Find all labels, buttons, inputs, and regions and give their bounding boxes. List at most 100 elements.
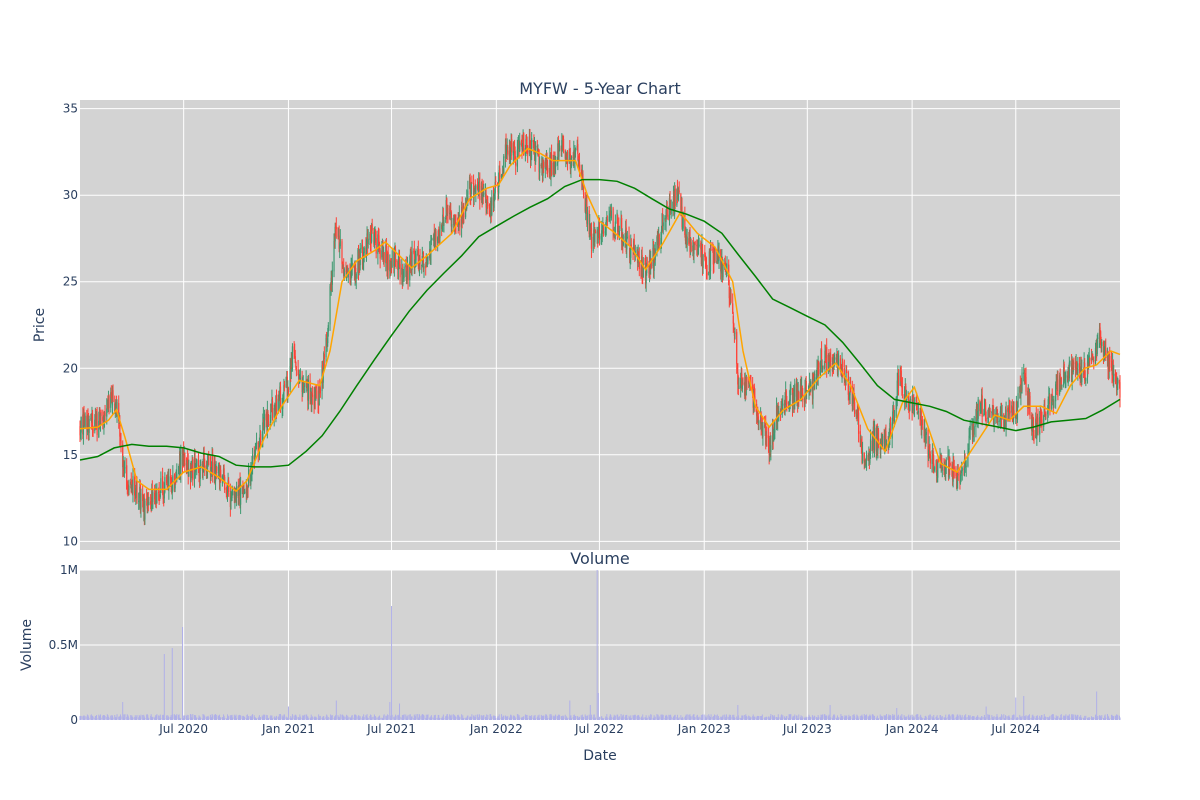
volume-bar [558, 715, 560, 720]
volume-bar [852, 718, 854, 720]
candle-body [446, 198, 448, 214]
candle-body [374, 230, 377, 237]
candle-body [1051, 394, 1053, 399]
volume-bar [961, 715, 963, 720]
candle-body [909, 400, 911, 411]
volume-bar [414, 717, 416, 720]
candle-body [709, 249, 712, 272]
volume-bar [796, 715, 798, 720]
volume-bar [330, 715, 332, 720]
volume-bar [661, 717, 663, 720]
volume-bar [570, 715, 572, 720]
candle-body [437, 230, 439, 240]
candle-body [1059, 373, 1061, 385]
volume-bar [538, 714, 540, 720]
volume-bar [704, 716, 706, 720]
candle-body [355, 273, 357, 279]
candle-body [486, 200, 488, 202]
volume-bar [106, 714, 108, 720]
volume-bar [977, 716, 979, 720]
candle-body [927, 430, 929, 458]
candle-body [426, 259, 429, 263]
candle-body [737, 372, 739, 385]
volume-bar [1036, 715, 1038, 720]
candle-body [1023, 371, 1025, 375]
volume-bar [285, 716, 287, 720]
volume-bar [883, 715, 885, 720]
volume-bar [640, 717, 642, 720]
volume-bar [704, 714, 706, 720]
volume-bar [123, 714, 125, 720]
volume-bar [429, 717, 431, 720]
candle-body [1032, 415, 1034, 418]
candle-body [553, 162, 556, 170]
candle-body [730, 293, 732, 302]
volume-bar [174, 715, 176, 720]
candle-body [279, 386, 282, 409]
candle-body [294, 352, 296, 355]
volume-bar [760, 716, 762, 720]
volume-bar [247, 717, 249, 720]
candle-body [590, 227, 593, 249]
candle-body [756, 403, 758, 416]
candle-body [851, 386, 853, 407]
candle-body [819, 362, 822, 376]
volume-bar [781, 714, 783, 720]
candle-body [140, 493, 142, 510]
volume-bar [510, 714, 512, 720]
candle-body [1009, 410, 1011, 414]
volume-bar [431, 717, 433, 720]
volume-bar [696, 714, 698, 720]
volume-bar [255, 718, 257, 720]
candle-body [977, 399, 979, 419]
volume-bar [114, 715, 116, 720]
volume-bar [997, 717, 999, 720]
volume-bar [630, 717, 632, 720]
candle-body [401, 268, 403, 285]
volume-bar [1020, 718, 1022, 720]
candle-body [899, 369, 901, 386]
candle-body [1096, 338, 1098, 354]
candle-body [941, 466, 943, 471]
volume-bar [590, 716, 592, 720]
volume-bar [720, 717, 722, 720]
volume-bar [311, 717, 313, 720]
volume-bar [132, 717, 134, 720]
volume-bar [686, 718, 688, 720]
volume-bar [219, 714, 221, 720]
volume-bar [594, 717, 596, 720]
volume-bar [1027, 715, 1029, 720]
volume-bar [375, 716, 377, 720]
candle-body [365, 244, 368, 255]
volume-bar [616, 714, 618, 720]
volume-bar [772, 716, 774, 720]
volume-bar [835, 717, 837, 720]
volume-bar [179, 717, 181, 720]
volume-bar [499, 718, 501, 720]
volume-bar [174, 714, 176, 720]
candle-body [925, 432, 927, 435]
volume-bar [98, 715, 100, 720]
date-x-tick-label: Jan 2022 [469, 722, 523, 736]
volume-bar [936, 716, 938, 720]
candle-body [770, 445, 772, 452]
volume-bar [326, 715, 328, 720]
volume-bar [967, 717, 969, 720]
volume-bar [369, 714, 371, 720]
candle-body [439, 223, 441, 239]
volume-bar [283, 714, 285, 720]
volume-bar [342, 714, 344, 720]
volume-bar [523, 716, 525, 720]
volume-bar [1005, 716, 1007, 720]
volume-bar [1007, 716, 1009, 720]
candle-body [523, 133, 525, 156]
candle-body [482, 189, 484, 204]
candle-body [738, 385, 740, 389]
candle-body [741, 385, 743, 390]
candle-body [450, 212, 452, 227]
volume-bar [426, 718, 428, 720]
volume-bar [856, 714, 858, 720]
volume-bar [943, 717, 945, 720]
candle-body [754, 396, 756, 404]
volume-bar [419, 715, 421, 720]
